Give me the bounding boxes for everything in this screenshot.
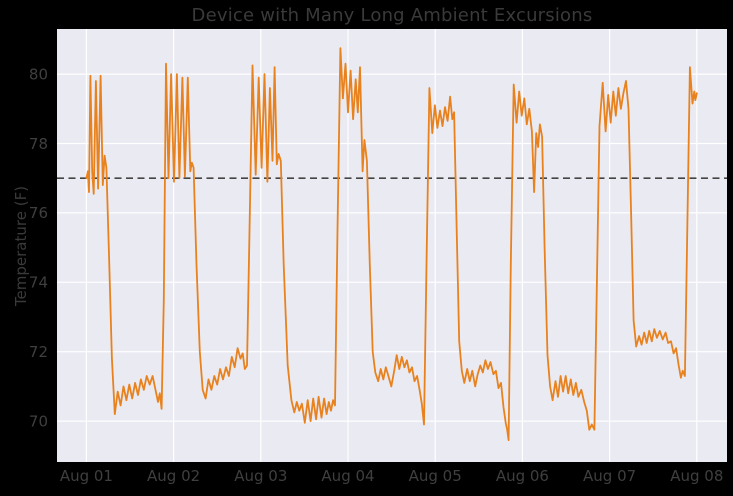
chart-title: Device with Many Long Ambient Excursions: [191, 5, 593, 26]
x-tick-label: Aug 03: [234, 467, 287, 485]
y-tick-label: 70: [29, 412, 48, 430]
y-tick-label: 72: [29, 343, 48, 361]
y-tick-label: 80: [29, 65, 48, 83]
x-tick-label: Aug 05: [409, 467, 462, 485]
y-tick-label: 76: [29, 204, 48, 222]
x-tick-label: Aug 06: [496, 467, 549, 485]
x-tick-label: Aug 04: [321, 467, 374, 485]
x-tick-label: Aug 01: [60, 467, 113, 485]
y-tick-label: 74: [29, 274, 48, 292]
plot-background: [57, 29, 727, 462]
x-tick-label: Aug 07: [583, 467, 636, 485]
y-tick-label: 78: [29, 135, 48, 153]
x-tick-label: Aug 02: [147, 467, 200, 485]
x-tick-label: Aug 08: [670, 467, 723, 485]
temperature-line: [85, 47, 698, 441]
